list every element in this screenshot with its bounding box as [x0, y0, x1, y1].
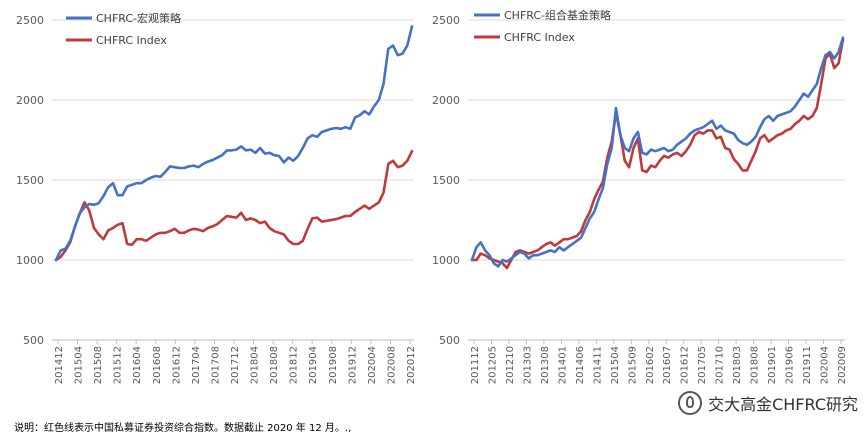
x-tick-label: 201602 — [645, 346, 656, 384]
x-tick-label: 201112 — [470, 346, 481, 384]
x-tick-label: 201607 — [662, 346, 673, 384]
x-tick-label: 201911 — [802, 346, 813, 384]
chart-macro-strategy: 500 1000 1500 2000 2500 201412 201504 201508 201… — [16, 11, 417, 384]
x-tick-label: 201504 — [610, 346, 621, 384]
x-tick-label: 201908 — [328, 346, 339, 384]
x-tick-label: 201303 — [522, 346, 533, 384]
x-tick-label: 201704 — [191, 346, 202, 384]
x-tick-label: 201406 — [575, 346, 586, 384]
legend-label: CHFRC Index — [96, 34, 167, 47]
chart-fund-of-funds-strategy: 500 1000 1500 2000 2500 201112 201205 201210 201… — [432, 8, 848, 384]
footnote: 说明：红色线表示中国私募证券投资综合指数。数据截止 2020 年 12 月。., — [14, 423, 352, 434]
legend-label: CHFRC-宏观策略 — [96, 11, 181, 25]
x-tick-label: 201708 — [210, 346, 221, 384]
x-tick-label: 201509 — [627, 346, 638, 384]
y-tick-label: 2000 — [16, 94, 44, 107]
x-tick-label: 201906 — [785, 346, 796, 384]
x-tick-label: 201412 — [54, 346, 65, 384]
x-tick-label: 202004 — [820, 346, 831, 384]
x-tick-label: 201901 — [767, 346, 778, 384]
y-tick-label: 1000 — [16, 254, 44, 267]
y-tick-label: 2500 — [16, 14, 44, 27]
x-tick-label: 201508 — [93, 346, 104, 384]
x-tick-label: 201705 — [697, 346, 708, 384]
y-tick-label: 2000 — [432, 94, 460, 107]
x-tick-label: 201612 — [171, 346, 182, 384]
x-tick-label: 201812 — [289, 346, 300, 384]
y-tick-label: 2500 — [432, 14, 460, 27]
watermark: 交大高金CHFRC研究 — [678, 391, 858, 415]
x-tick-label: 201604 — [132, 346, 143, 384]
x-tick-label: 201808 — [269, 346, 280, 384]
y-tick-label: 1000 — [432, 254, 460, 267]
x-tick-label: 201504 — [74, 346, 85, 384]
x-tick-label: 202008 — [386, 346, 397, 384]
legend-label: CHFRC-组合基金策略 — [504, 8, 611, 22]
x-tick-label: 201308 — [540, 346, 551, 384]
x-tick-label: 201205 — [487, 346, 498, 384]
series-line-strategy — [54, 25, 414, 262]
series-line-index — [470, 37, 845, 270]
wechat-icon — [678, 391, 703, 415]
x-tick-label: 201904 — [308, 346, 319, 384]
y-tick-label: 1500 — [432, 174, 460, 187]
x-tick-label: 201804 — [250, 346, 261, 384]
y-tick-label: 1500 — [16, 174, 44, 187]
x-tick-label: 202012 — [406, 346, 417, 384]
x-tick-label: 201411 — [592, 346, 603, 384]
x-tick-label: 201512 — [113, 346, 124, 384]
x-tick-label: 201808 — [750, 346, 761, 384]
x-tick-label: 202009 — [837, 346, 848, 384]
x-tick-label: 201710 — [715, 346, 726, 384]
legend-label: CHFRC Index — [504, 31, 575, 44]
x-tick-label: 201612 — [680, 346, 691, 384]
y-tick-label: 500 — [23, 334, 44, 347]
x-tick-label: 201210 — [505, 346, 516, 384]
x-tick-label: 201912 — [347, 346, 358, 384]
x-tick-label: 201608 — [152, 346, 163, 384]
y-tick-label: 500 — [439, 334, 460, 347]
watermark-text: 交大高金CHFRC研究 — [708, 395, 858, 414]
series-line-index — [54, 149, 414, 262]
x-tick-label: 201401 — [557, 346, 568, 384]
series-line-strategy — [470, 36, 845, 268]
x-tick-label: 201803 — [732, 346, 743, 384]
x-tick-label: 201712 — [230, 346, 241, 384]
x-tick-label: 202004 — [367, 346, 378, 384]
